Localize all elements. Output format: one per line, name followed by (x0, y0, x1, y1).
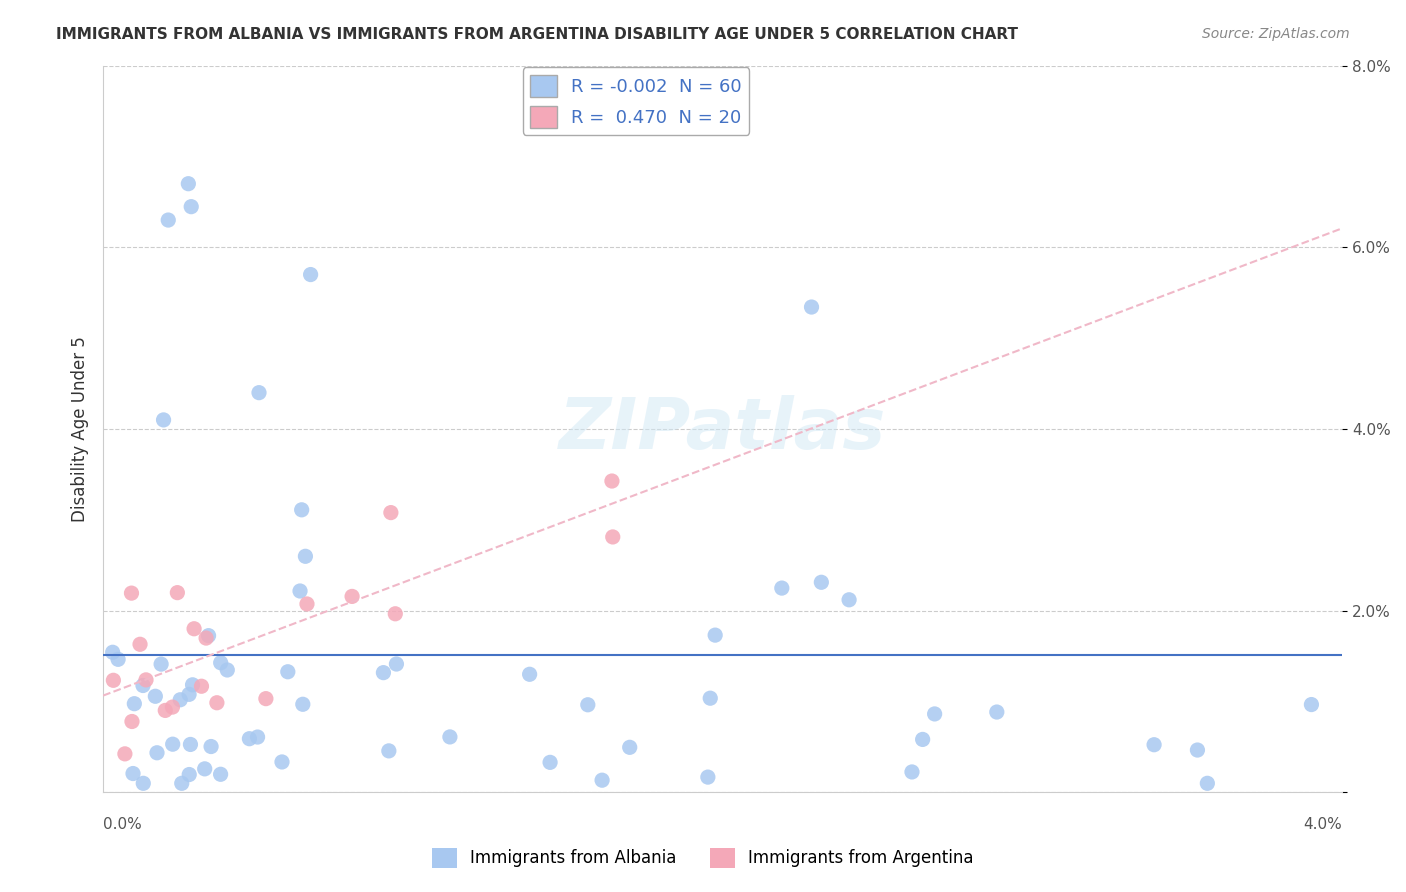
Point (107, 652, 129, 666)
Point (121, 714, 143, 729)
Point (179, 738, 201, 752)
Point (699, 691, 721, 706)
Point (299, 268, 322, 282)
Point (197, 629, 219, 643)
Point (166, 585, 188, 599)
Point (157, 213, 180, 227)
Point (205, 696, 228, 710)
Legend: Immigrants from Albania, Immigrants from Argentina: Immigrants from Albania, Immigrants from… (426, 841, 980, 875)
Point (247, 385, 270, 400)
Point (838, 592, 860, 607)
Point (380, 506, 402, 520)
Point (190, 679, 212, 693)
Point (200, 739, 222, 754)
Point (146, 746, 169, 760)
Point (810, 575, 832, 590)
Point (254, 691, 277, 706)
Point (591, 773, 613, 788)
Text: IMMIGRANTS FROM ALBANIA VS IMMIGRANTS FROM ARGENTINA DISABILITY AGE UNDER 5 CORR: IMMIGRANTS FROM ALBANIA VS IMMIGRANTS FR… (56, 27, 1018, 42)
Point (246, 730, 269, 744)
Point (385, 657, 408, 671)
Y-axis label: Disability Age Under 5: Disability Age Under 5 (72, 336, 89, 522)
Point (986, 705, 1008, 719)
Point (538, 756, 561, 770)
Point (101, 645, 124, 659)
Point (177, 687, 200, 701)
Point (291, 698, 314, 712)
Point (576, 698, 599, 712)
Point (195, 631, 218, 645)
Point (135, 673, 157, 687)
Point (114, 747, 136, 761)
Point (150, 657, 173, 672)
Point (170, 776, 193, 790)
Point (180, 200, 202, 214)
Point (1197, 776, 1219, 790)
Point (619, 740, 641, 755)
Point (143, 690, 166, 704)
Point (162, 737, 184, 751)
Point (439, 730, 461, 744)
Point (696, 770, 718, 784)
Point (169, 692, 191, 706)
Point (1301, 698, 1323, 712)
Legend: R = -0.002  N = 60, R =  0.470  N = 20: R = -0.002 N = 60, R = 0.470 N = 20 (523, 68, 749, 135)
Point (181, 678, 204, 692)
Point (238, 731, 260, 746)
Point (103, 673, 125, 688)
Point (177, 177, 200, 191)
Point (295, 597, 318, 611)
Point (217, 663, 239, 677)
Point (291, 503, 314, 517)
Text: 0.0%: 0.0% (103, 817, 142, 832)
Point (129, 637, 152, 651)
Point (600, 474, 623, 488)
Point (155, 703, 177, 717)
Point (340, 590, 363, 604)
Point (288, 584, 311, 599)
Point (1187, 743, 1209, 757)
Point (194, 762, 217, 776)
Point (121, 586, 143, 600)
Point (277, 665, 299, 679)
Point (519, 667, 541, 681)
Point (373, 665, 395, 680)
Text: Source: ZipAtlas.com: Source: ZipAtlas.com (1202, 27, 1350, 41)
Point (271, 755, 294, 769)
Point (132, 678, 155, 692)
Point (602, 530, 624, 544)
Point (124, 697, 146, 711)
Point (162, 700, 184, 714)
Point (384, 607, 406, 621)
Point (179, 767, 201, 781)
Point (911, 732, 934, 747)
Point (704, 628, 727, 642)
Point (209, 767, 232, 781)
Point (122, 766, 145, 780)
Point (378, 744, 401, 758)
Point (1143, 738, 1166, 752)
Point (132, 776, 155, 790)
Point (770, 581, 793, 595)
Point (183, 622, 205, 636)
Text: ZIPatlas: ZIPatlas (560, 394, 886, 464)
Point (209, 656, 232, 670)
Text: 4.0%: 4.0% (1303, 817, 1343, 832)
Point (800, 300, 823, 314)
Point (924, 706, 946, 721)
Point (901, 764, 924, 779)
Point (152, 413, 174, 427)
Point (294, 549, 316, 564)
